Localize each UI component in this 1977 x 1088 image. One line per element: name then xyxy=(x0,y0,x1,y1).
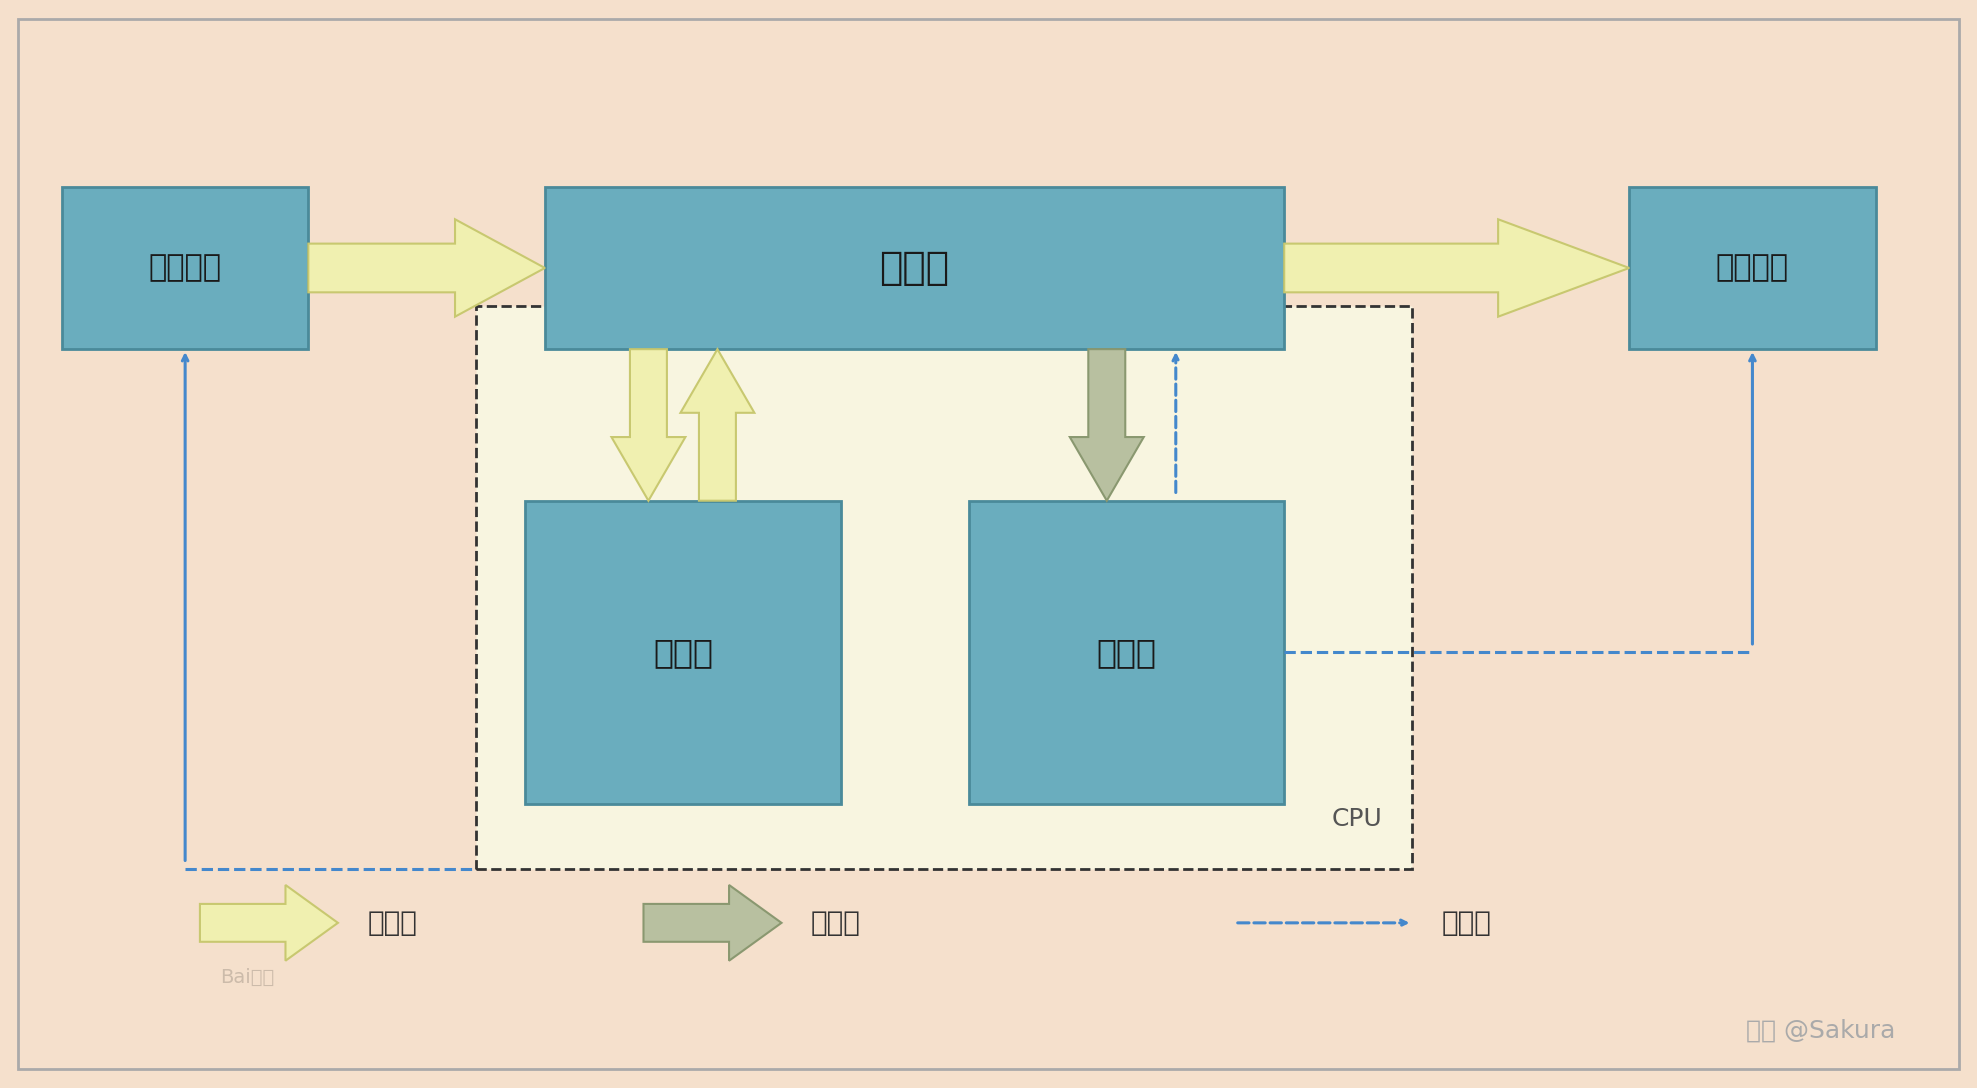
Text: CPU: CPU xyxy=(1332,807,1382,831)
Text: 存储器: 存储器 xyxy=(880,249,949,287)
Polygon shape xyxy=(308,220,546,317)
Bar xyxy=(546,187,1285,349)
Text: Bai百度: Bai百度 xyxy=(219,967,275,987)
Bar xyxy=(526,500,840,804)
Text: 控制流: 控制流 xyxy=(1441,908,1493,937)
Text: 输入设备: 输入设备 xyxy=(148,254,221,283)
Polygon shape xyxy=(680,349,755,500)
Bar xyxy=(61,187,308,349)
Polygon shape xyxy=(1285,220,1629,317)
Text: 知乎 @Sakura: 知乎 @Sakura xyxy=(1746,1019,1896,1043)
Bar xyxy=(1629,187,1876,349)
Polygon shape xyxy=(643,885,781,961)
Bar xyxy=(476,306,1412,868)
Text: 控制器: 控制器 xyxy=(1097,635,1157,669)
Polygon shape xyxy=(200,885,338,961)
Text: 指令流: 指令流 xyxy=(811,908,860,937)
Polygon shape xyxy=(1070,349,1145,500)
Text: 运算器: 运算器 xyxy=(652,635,714,669)
Text: 输出设备: 输出设备 xyxy=(1716,254,1789,283)
Bar xyxy=(969,500,1285,804)
Polygon shape xyxy=(611,349,686,500)
Text: 数据流: 数据流 xyxy=(368,908,417,937)
